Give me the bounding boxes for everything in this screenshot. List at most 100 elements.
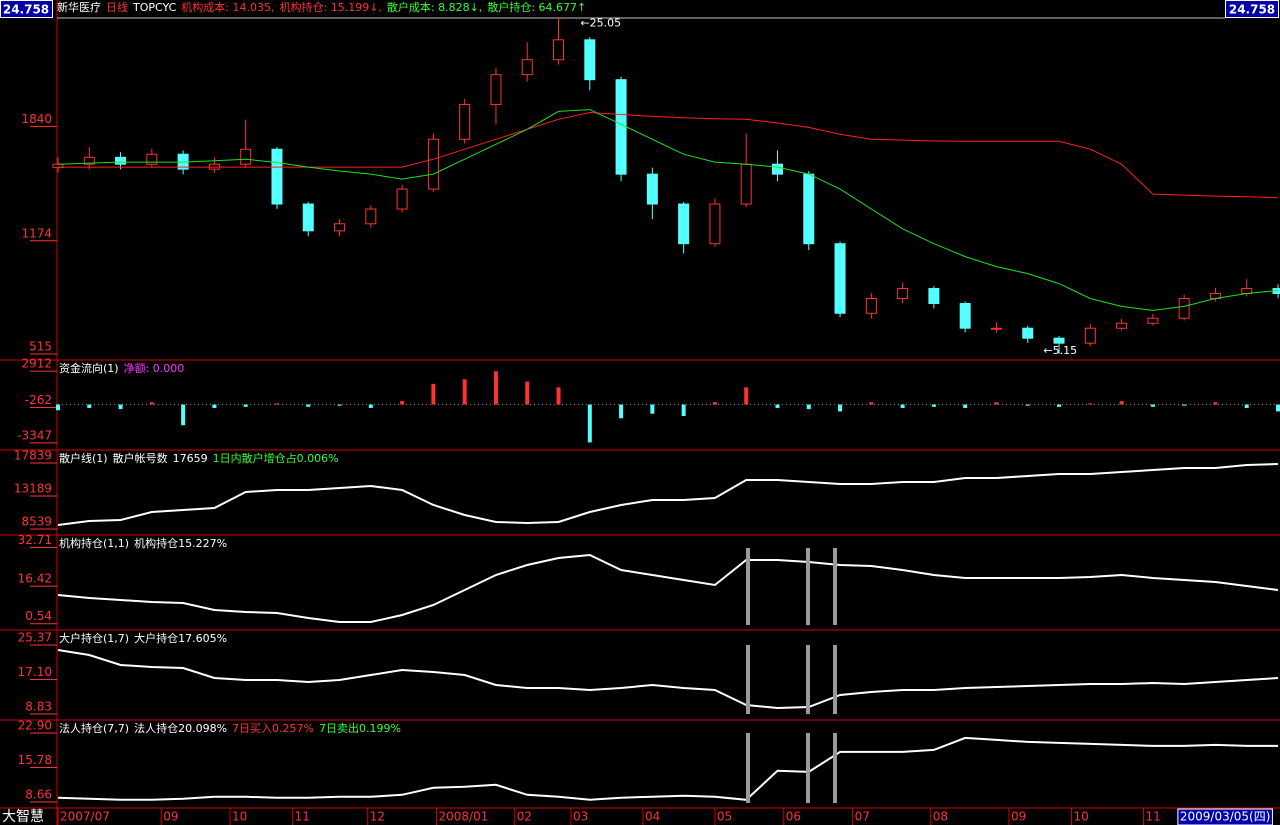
candle-body [834, 243, 846, 314]
flow-bar [556, 387, 561, 405]
cursor-box [1177, 808, 1273, 825]
flow-bar [87, 404, 92, 408]
panel-header: 散户持仓: 64.677↑ [487, 0, 586, 14]
marker-bar [806, 645, 810, 714]
flow-bar [56, 404, 60, 411]
panel-header: 大户持仓(1,7) [59, 631, 129, 645]
y-tick-label: 0.54 [25, 609, 52, 623]
flow-bar [400, 401, 405, 405]
brand: 大智慧 [2, 809, 44, 825]
y-tick-label: 13189 [14, 482, 52, 496]
candle-body [365, 208, 377, 225]
y-tick-label: 25.37 [18, 631, 52, 645]
flow-bar [869, 402, 874, 405]
flow-bar [212, 404, 217, 408]
panel-header: 机构持仓15.227% [134, 536, 227, 550]
flow-bar [493, 371, 498, 405]
flow-bar [431, 383, 436, 405]
x-tick-label: 04 [645, 810, 660, 824]
flow-bar [650, 404, 655, 414]
flow-bar [1119, 401, 1124, 405]
last-price: 24.758 [3, 3, 49, 17]
flow-bar [1182, 404, 1187, 406]
candle-body [271, 148, 283, 205]
y-tick-label: 8539 [21, 514, 52, 528]
flow-bar [963, 404, 968, 408]
price-box [1225, 0, 1279, 18]
flow-bar [181, 404, 186, 426]
panel-header: 1日内散户增仓占0.006% [213, 451, 339, 465]
panel-header: 新华医疗 [57, 0, 101, 14]
candle-body [959, 302, 971, 329]
y-tick-label: -262 [25, 393, 52, 407]
candle-body [678, 203, 690, 245]
x-tick-label: 09 [163, 810, 178, 824]
flow-bar [118, 404, 123, 410]
y-tick-label: 1840 [21, 112, 52, 126]
candle-body [709, 203, 721, 245]
flow-bar [1244, 404, 1249, 408]
flow-bar [681, 404, 686, 416]
flow-bar [243, 404, 248, 407]
flow-bar [931, 404, 936, 407]
x-tick-label: 2007/07 [60, 810, 110, 824]
candle-body [1053, 337, 1065, 344]
panel-header: 17659 [173, 452, 208, 465]
x-tick-label: 07 [855, 810, 870, 824]
y-tick-label: 15.78 [18, 753, 52, 767]
candle-body [615, 79, 627, 175]
marker-bar [806, 548, 810, 625]
candle-body [427, 138, 439, 190]
candle-body [553, 39, 565, 61]
marker-bar [806, 733, 810, 803]
flow-bar [775, 404, 780, 408]
panel-header: 日线 [106, 0, 128, 14]
panel-header: 散户成本: 8.828↓, [387, 0, 482, 14]
price-box [0, 0, 53, 18]
candle-body [334, 223, 346, 232]
flow-bar [900, 404, 905, 408]
candle-body [1147, 317, 1159, 324]
candle-body [1084, 327, 1096, 344]
candle-body [928, 288, 940, 304]
series-line [57, 649, 1279, 710]
x-tick-label: 10 [1074, 810, 1089, 824]
flow-bar [1057, 404, 1062, 407]
series-line [57, 109, 1279, 311]
panel-header: 大户持仓17.605% [134, 631, 227, 645]
candle-body [490, 74, 502, 106]
last-price: 24.758 [1229, 3, 1275, 17]
y-tick-label: 1174 [21, 226, 52, 240]
panel-header: 净额: 0.000 [124, 361, 185, 375]
x-tick-label: 06 [786, 810, 801, 824]
x-tick-label: 08 [933, 810, 948, 824]
y-tick-label: 16.42 [18, 572, 52, 586]
annotation: ←5.15 [1043, 344, 1077, 357]
x-tick-label: 11 [295, 810, 310, 824]
flow-bar [1276, 404, 1280, 412]
x-tick-label: 09 [1011, 810, 1026, 824]
flow-bar [838, 404, 843, 412]
candle-body [1116, 322, 1128, 329]
cursor-label: 2009/03/05(四) [1180, 810, 1271, 824]
candle-body [83, 156, 95, 165]
flow-bar [1025, 404, 1030, 406]
x-tick-label: 03 [573, 810, 588, 824]
flow-bar [368, 404, 373, 408]
panel-header: 资金流向(1) [59, 361, 119, 375]
event-markers [746, 548, 837, 803]
candle-body [740, 163, 752, 205]
panel-header: 机构成本: 14.035, [181, 0, 274, 14]
series-line [58, 111, 1279, 199]
flow-bar [619, 404, 624, 419]
flow-bar [525, 381, 530, 405]
candle-body [115, 156, 127, 165]
panel-header: TOPCYC [132, 1, 177, 14]
flow-bar [712, 402, 717, 405]
candle-body [1022, 327, 1034, 339]
candle-body [897, 288, 909, 300]
y-tick-label: 17.10 [18, 665, 52, 679]
series-line [57, 463, 1279, 526]
flow-bar [994, 402, 999, 405]
